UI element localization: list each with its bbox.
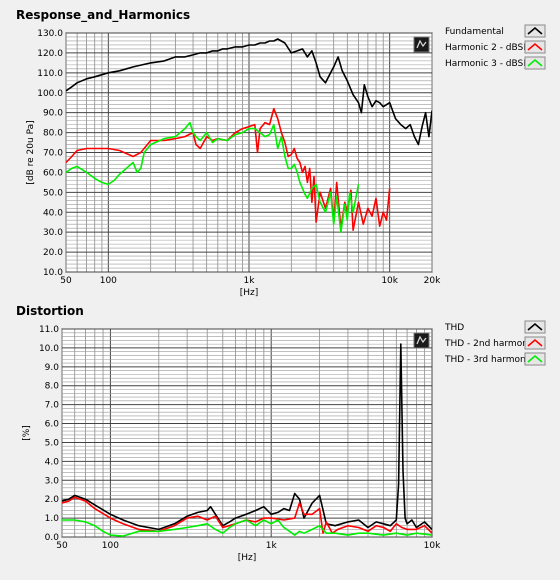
y-tick-label: 1.0 — [45, 514, 60, 524]
legend-line-1 — [527, 338, 543, 347]
y-tick-label: 80.0 — [43, 129, 63, 139]
y-tick-label: 120.0 — [37, 49, 63, 59]
y-axis-label: [dB re 20u Pa] — [26, 120, 36, 184]
x-tick-label: 100 — [100, 276, 117, 286]
x-tick-label: 1k — [266, 541, 278, 551]
legend-swatch-0[interactable] — [524, 24, 546, 38]
x-tick-label: 100 — [102, 541, 119, 551]
y-tick-label: 30.0 — [43, 228, 63, 238]
legend-label-2: Harmonic 3 - dBSPL — [445, 59, 534, 69]
x-tick-label: 20k — [424, 276, 441, 286]
series-line-2 — [62, 519, 432, 537]
legend-label-0: Fundamental — [445, 27, 504, 37]
y-tick-label: 4.0 — [45, 457, 60, 467]
y-tick-label: 8.0 — [45, 382, 60, 392]
legend-line-0 — [527, 322, 543, 331]
x-tick-label: 50 — [60, 276, 72, 286]
y-tick-label: 3.0 — [45, 476, 60, 486]
series-line-2 — [66, 121, 360, 233]
x-axis-label: [Hz] — [238, 553, 257, 563]
x-axis-label: [Hz] — [240, 288, 259, 298]
y-tick-label: 5.0 — [45, 438, 60, 448]
y-tick-label: 11.0 — [39, 325, 59, 335]
legend-swatch-1[interactable] — [524, 336, 546, 350]
graph-palette-glyph — [416, 335, 427, 345]
y-tick-label: 60.0 — [43, 168, 63, 178]
legend-label-0: THD — [444, 323, 464, 333]
legend-swatch-0[interactable] — [524, 320, 546, 334]
y-tick-label: 90.0 — [43, 109, 63, 119]
response-chart-title: Response_and_Harmonics — [16, 8, 191, 22]
response-panel: Response_and_Harmonics 10.0 20.0 30.0 40.0 5… — [16, 8, 546, 298]
legend-line-2 — [527, 58, 543, 67]
series-line-0 — [66, 38, 432, 146]
plot-area — [61, 328, 433, 538]
y-tick-label: 7.0 — [45, 401, 60, 411]
y-tick-label: 20.0 — [43, 248, 63, 258]
y-axis-label: [%] — [22, 425, 32, 441]
series-line-0 — [62, 343, 432, 531]
legend-line-1 — [527, 42, 543, 51]
legend-label-2: THD - 3rd harmonic — [444, 355, 533, 365]
y-tick-label: 10.0 — [39, 344, 59, 354]
series-line-1 — [62, 496, 432, 535]
y-tick-label: 70.0 — [43, 149, 63, 159]
graph-palette-glyph — [416, 39, 427, 49]
legend-swatch-2[interactable] — [524, 56, 546, 70]
legend-swatch-2[interactable] — [524, 352, 546, 366]
y-tick-label: 100.0 — [37, 89, 63, 99]
y-tick-label: 130.0 — [37, 29, 63, 39]
y-tick-label: 50.0 — [43, 188, 63, 198]
y-tick-label: 2.0 — [45, 495, 60, 505]
x-tick-label: 50 — [56, 541, 68, 551]
x-tick-label: 1k — [244, 276, 256, 286]
legend-label-1: Harmonic 2 - dBSPL — [445, 43, 534, 53]
x-tick-label: 10k — [381, 276, 398, 286]
legend-line-0 — [527, 26, 543, 35]
x-tick-label: 10k — [424, 541, 441, 551]
legend-line-2 — [527, 354, 543, 363]
legend-label-1: THD - 2nd harmonic — [444, 339, 535, 349]
response-chart: 10.0 20.0 30.0 40.0 50.0 60.0 70.0 80.0 90.0 100.… — [26, 24, 546, 298]
y-tick-label: 40.0 — [43, 208, 63, 218]
y-tick-label: 10.0 — [43, 268, 63, 278]
y-tick-label: 0.0 — [45, 533, 60, 543]
legend-swatch-1[interactable] — [524, 40, 546, 54]
y-tick-label: 110.0 — [37, 69, 63, 79]
distortion-chart-title: Distortion — [16, 304, 84, 318]
y-tick-label: 9.0 — [45, 363, 60, 373]
y-tick-label: 6.0 — [45, 420, 60, 430]
